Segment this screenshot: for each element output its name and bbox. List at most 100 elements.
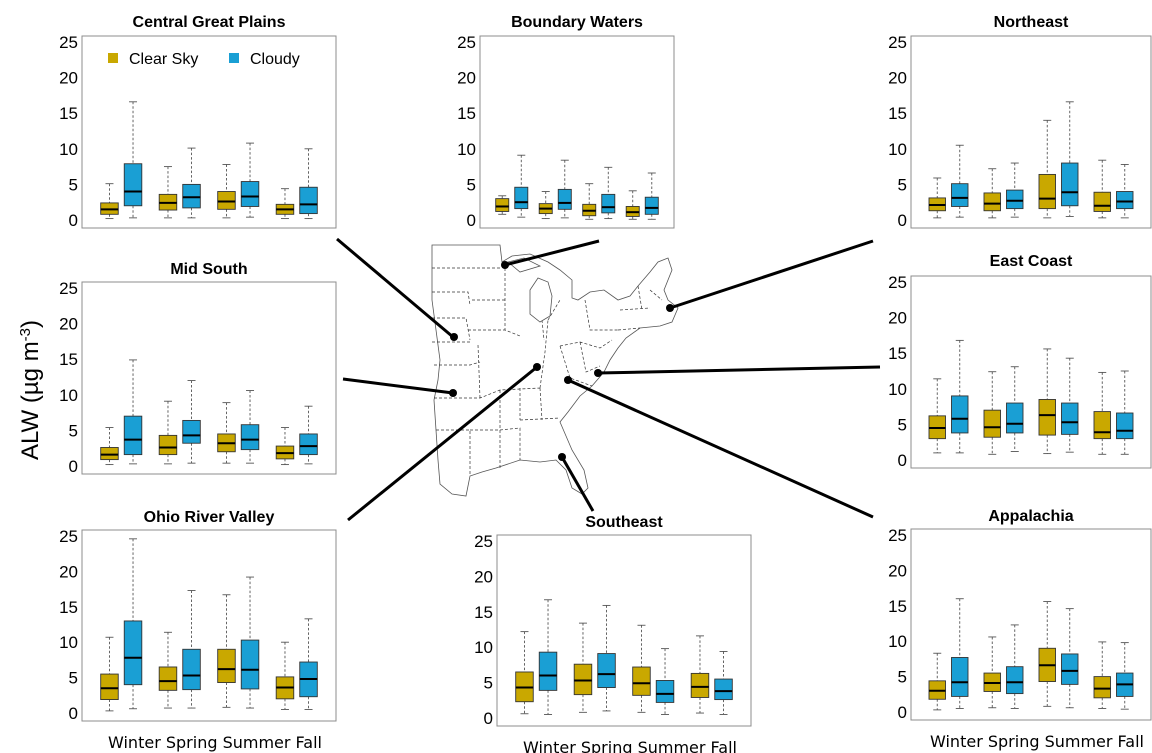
box-cloudy-spring bbox=[182, 380, 201, 464]
iqr-box bbox=[495, 198, 510, 212]
box-cloudy-fall bbox=[1116, 370, 1134, 455]
box-clear-winter bbox=[495, 195, 510, 215]
iqr-box bbox=[1061, 402, 1079, 435]
y-tick-label: 25 bbox=[888, 33, 907, 52]
y-tick-label: 10 bbox=[474, 638, 493, 657]
plot-frame bbox=[910, 35, 1152, 229]
plot-frame bbox=[910, 275, 1152, 469]
y-tick-label: 0 bbox=[69, 704, 78, 723]
y-tick-label: 10 bbox=[59, 386, 78, 405]
iqr-box bbox=[1038, 399, 1056, 436]
y-tick-label: 20 bbox=[888, 69, 907, 88]
legend-swatch-cloudy bbox=[229, 53, 239, 63]
panel-east-coast: East Coast 0 5 10 15 20 25 bbox=[888, 253, 1152, 470]
y-tick-label: 0 bbox=[69, 211, 78, 230]
y-tick-label: 15 bbox=[474, 603, 493, 622]
panel-mid-south: Mid South 0 5 10 15 20 25 bbox=[59, 261, 337, 476]
box-cloudy-winter bbox=[123, 101, 143, 219]
y-tick-label: 5 bbox=[898, 668, 907, 687]
iqr-box bbox=[644, 196, 659, 215]
box-cloudy-winter bbox=[951, 144, 969, 218]
y-tick-label: 0 bbox=[898, 451, 907, 470]
state-boundaries bbox=[432, 267, 663, 476]
season-labels: Winter Spring Summer Fall bbox=[930, 732, 1144, 751]
box-clear-fall bbox=[690, 635, 710, 714]
y-tick-label: 10 bbox=[59, 140, 78, 159]
iqr-box bbox=[951, 657, 969, 697]
iqr-box bbox=[1061, 162, 1079, 207]
box-clear-spring bbox=[158, 166, 178, 219]
season-labels: Winter Spring Summer Fall bbox=[108, 733, 322, 752]
legend-label-cloudy: Cloudy bbox=[250, 51, 300, 68]
iqr-box bbox=[514, 186, 529, 210]
box-cloudy-fall bbox=[299, 405, 318, 465]
box-clear-summer bbox=[217, 164, 236, 219]
box-clear-summer bbox=[217, 402, 236, 464]
plot-frame bbox=[81, 529, 337, 722]
iqr-box bbox=[951, 395, 969, 434]
iqr-box bbox=[1093, 411, 1111, 440]
y-tick-label: 25 bbox=[59, 33, 78, 52]
y-tick-label: 5 bbox=[69, 421, 78, 440]
iqr-box bbox=[217, 191, 236, 210]
box-cloudy-spring bbox=[1006, 366, 1024, 452]
iqr-box bbox=[573, 663, 593, 696]
panel-ohio-river-valley: Ohio River Valley 0 5 10 15 20 25 Winter Spring… bbox=[59, 509, 337, 752]
box-cloudy-winter bbox=[538, 599, 558, 715]
box-cloudy-fall bbox=[644, 172, 659, 220]
iqr-box bbox=[597, 653, 616, 689]
y-tick-label: 20 bbox=[474, 567, 493, 586]
y-tick-label: 25 bbox=[474, 532, 493, 551]
y-tick-label: 25 bbox=[59, 279, 78, 298]
box-clear-summer bbox=[217, 594, 236, 708]
panel-title: East Coast bbox=[990, 253, 1073, 270]
box-cloudy-summer bbox=[240, 576, 260, 709]
box-clear-winter bbox=[515, 631, 534, 715]
box-clear-summer bbox=[1038, 601, 1056, 707]
iqr-box bbox=[158, 434, 178, 456]
panel-title: Southeast bbox=[585, 514, 663, 531]
y-tick-label: 10 bbox=[888, 140, 907, 159]
iqr-box bbox=[1093, 676, 1111, 699]
box-clear-winter bbox=[928, 652, 946, 711]
iqr-box bbox=[538, 651, 558, 691]
panel-appalachia: Appalachia 0 5 10 15 20 25 Winter Spring Summer… bbox=[888, 508, 1152, 751]
plot-frame bbox=[81, 35, 337, 229]
box-clear-spring bbox=[573, 622, 593, 713]
box-cloudy-winter bbox=[951, 598, 969, 709]
iqr-box bbox=[1093, 191, 1111, 212]
box-clear-winter bbox=[928, 378, 946, 454]
iqr-box bbox=[182, 183, 201, 209]
iqr-box bbox=[951, 183, 969, 207]
iqr-box bbox=[299, 186, 318, 215]
box-cloudy-spring bbox=[182, 147, 201, 219]
box-clear-spring bbox=[983, 636, 1001, 709]
iqr-box bbox=[655, 680, 675, 703]
box-clear-winter bbox=[100, 427, 119, 466]
box-cloudy-winter bbox=[951, 339, 969, 454]
y-tick-label: 5 bbox=[484, 674, 493, 693]
y-tick-label: 15 bbox=[457, 104, 476, 123]
iqr-box bbox=[123, 163, 143, 207]
iqr-box bbox=[100, 673, 119, 700]
iqr-box bbox=[1061, 653, 1079, 685]
y-tick-label: 25 bbox=[59, 527, 78, 546]
iqr-box bbox=[182, 648, 201, 691]
box-clear-summer bbox=[582, 183, 597, 220]
box-clear-fall bbox=[1093, 159, 1111, 219]
y-tick-label: 0 bbox=[467, 211, 476, 230]
y-tick-label: 0 bbox=[69, 457, 78, 476]
iqr-box bbox=[158, 666, 178, 691]
plot-frame bbox=[81, 281, 337, 475]
y-tick-label: 0 bbox=[484, 709, 493, 728]
iqr-box bbox=[1006, 402, 1024, 434]
box-clear-fall bbox=[275, 427, 295, 466]
y-tick-label: 25 bbox=[888, 526, 907, 545]
iqr-box bbox=[983, 409, 1001, 438]
iqr-box bbox=[123, 415, 143, 456]
plot-frame bbox=[479, 35, 675, 229]
box-cloudy-summer bbox=[1061, 101, 1079, 217]
box-clear-winter bbox=[100, 183, 119, 220]
eastern-us-map-icon bbox=[431, 244, 679, 497]
